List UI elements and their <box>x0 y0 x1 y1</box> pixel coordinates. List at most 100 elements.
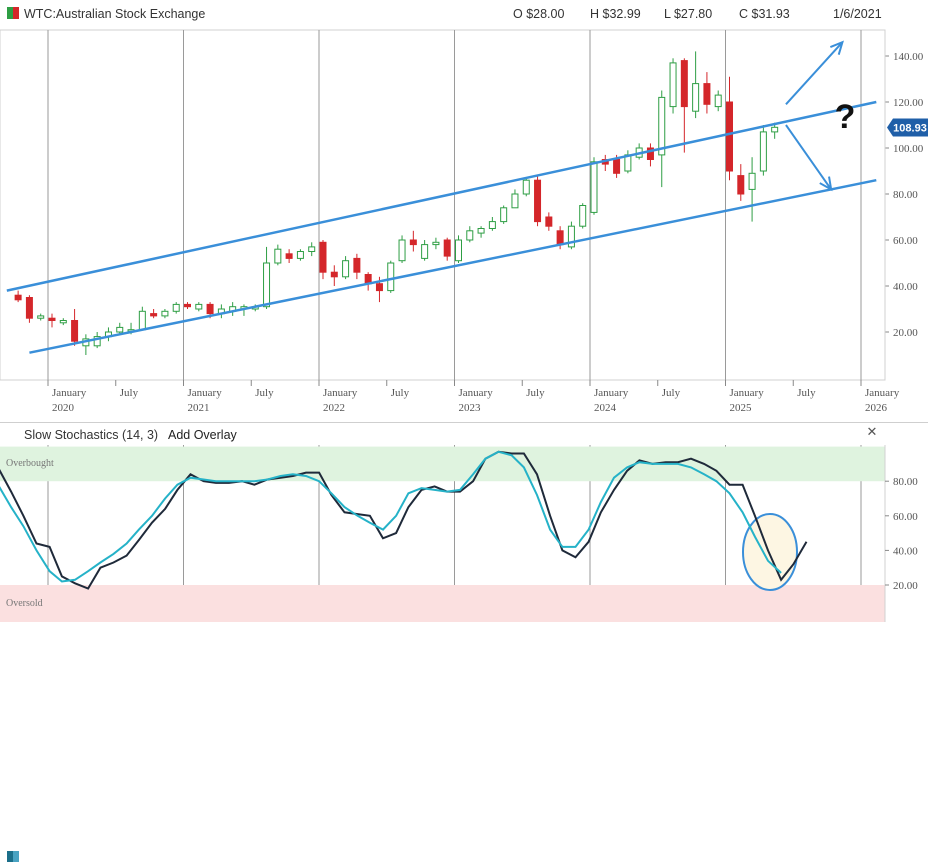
candle-up <box>692 83 700 112</box>
candle-down <box>14 294 22 301</box>
candle-up <box>477 228 485 234</box>
candle-down <box>48 317 56 322</box>
candle-down <box>206 303 214 315</box>
overbought-label: Overbought <box>6 458 54 469</box>
candle-down <box>703 83 711 105</box>
candle-up <box>172 303 180 312</box>
candle-down <box>25 297 33 319</box>
time-tick-month: January <box>459 387 494 399</box>
time-tick-month: July <box>120 387 139 399</box>
add-overlay-button[interactable]: Add Overlay <box>168 428 237 442</box>
candle-down <box>285 253 293 259</box>
price-tick-label: 20.00 <box>893 327 918 339</box>
question-mark-annotation: ? <box>835 98 856 136</box>
arrow-down-line <box>785 124 832 190</box>
ohlc-open: O $28.00 <box>513 7 565 21</box>
candle-up <box>308 246 316 252</box>
candle-down <box>353 257 361 273</box>
candle-down <box>556 230 564 246</box>
candle-up <box>669 62 677 108</box>
arrow-up-line <box>785 41 844 105</box>
candle-down <box>726 101 733 172</box>
candle-up <box>658 96 666 156</box>
price-tick-label: 40.00 <box>893 281 918 293</box>
candle-up <box>500 207 508 223</box>
candle-up <box>466 230 474 241</box>
candle-up <box>296 251 304 259</box>
time-tick-month: January <box>52 387 87 399</box>
candle-up <box>263 262 271 308</box>
candle-down <box>680 60 688 108</box>
candle-up <box>398 239 406 262</box>
time-tick-year: 2024 <box>594 402 617 414</box>
candle-down <box>737 175 745 195</box>
oversold-zone <box>0 585 885 622</box>
candle-down <box>545 216 553 227</box>
time-tick-month: January <box>188 387 223 399</box>
candle-up <box>771 126 779 133</box>
time-tick-month: January <box>865 387 900 399</box>
time-tick-month: January <box>323 387 358 399</box>
time-tick-month: January <box>594 387 629 399</box>
candle-down <box>375 283 383 292</box>
time-tick-month: January <box>730 387 765 399</box>
stoch-tick-label: 20.00 <box>893 580 918 592</box>
candle-down <box>443 239 451 257</box>
candle-up <box>522 179 530 195</box>
candle-down <box>319 241 327 273</box>
candle-up <box>714 94 722 108</box>
price-tick-label: 120.00 <box>893 97 924 109</box>
stoch-tick-label: 40.00 <box>893 545 918 557</box>
symbol-title: WTC:Australian Stock Exchange <box>24 7 206 21</box>
time-tick-year: 2023 <box>459 402 482 414</box>
candle-up <box>432 241 440 246</box>
lower-trendline <box>29 178 877 354</box>
panel-separator <box>0 422 928 423</box>
ohlc-high: H $32.99 <box>590 7 641 21</box>
stoch-d-line <box>0 450 782 583</box>
overbought-zone <box>0 446 885 482</box>
time-tick-month: July <box>662 387 681 399</box>
chart-canvas[interactable]: 140.00 120.00 100.00 80.00 60.00 40.00 20.00 Ja… <box>0 0 928 622</box>
candle-down <box>646 147 654 160</box>
price-tick-label: 80.00 <box>893 189 918 201</box>
arrow-down-head-icon <box>819 176 833 192</box>
time-tick-month: July <box>526 387 545 399</box>
candle-up <box>387 262 395 292</box>
exchange-logo-icon <box>7 7 19 19</box>
time-tick-year: 2026 <box>865 402 888 414</box>
time-tick-year: 2021 <box>188 402 210 414</box>
upper-trendline <box>6 100 877 292</box>
price-tick-label: 100.00 <box>893 143 924 155</box>
candle-down <box>184 303 191 308</box>
time-tick-month: July <box>797 387 816 399</box>
highlight-ellipse <box>742 513 798 591</box>
stochastics-icon <box>7 851 19 862</box>
stoch-tick-label: 60.00 <box>893 511 918 523</box>
stoch-tick-label: 80.00 <box>893 476 918 488</box>
oversold-label: Oversold <box>6 598 43 609</box>
candle-up <box>195 303 203 310</box>
candle-up <box>342 260 350 278</box>
last-price-label: 108.93 <box>893 122 927 134</box>
arrow-up-head-icon <box>829 40 844 55</box>
candle-up <box>759 131 767 172</box>
ohlc-low: L $27.80 <box>664 7 713 21</box>
last-price-badge <box>887 118 928 137</box>
candle-up <box>59 320 67 324</box>
time-tick-month: July <box>391 387 410 399</box>
candle-up <box>274 248 282 264</box>
candle-down <box>71 320 79 342</box>
time-tick-month: July <box>255 387 274 399</box>
candle-up <box>579 205 587 227</box>
indicator-title: Slow Stochastics (14, 3) <box>24 428 159 442</box>
candle-down <box>150 313 158 317</box>
time-tick-year: 2022 <box>323 402 345 414</box>
ohlc-date: 1/6/2021 <box>833 7 882 21</box>
candle-up <box>161 310 169 317</box>
close-indicator-button[interactable]: ✕ <box>866 424 878 439</box>
candle-down <box>330 271 338 278</box>
price-tick-label: 60.00 <box>893 235 918 247</box>
candle-up <box>138 310 146 331</box>
candle-up <box>37 315 45 319</box>
